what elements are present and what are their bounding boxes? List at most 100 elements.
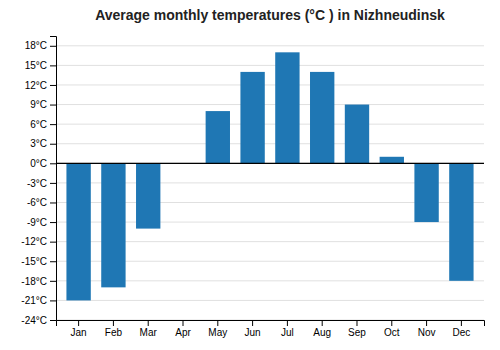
x-axis-line — [57, 321, 485, 327]
y-axis-line — [50, 37, 57, 321]
x-tick-label: Sep — [348, 327, 366, 338]
x-tick-mark — [287, 320, 288, 326]
y-tick: -18°C — [21, 276, 56, 287]
y-tick-mark — [50, 242, 56, 243]
x-tick: Jun — [245, 320, 261, 338]
x-tick-mark — [391, 320, 392, 326]
y-tick: 6°C — [30, 119, 56, 130]
y-tick-label: -6°C — [27, 197, 47, 208]
y-tick: 0°C — [30, 158, 56, 169]
x-tick: Feb — [105, 320, 123, 338]
y-tick-mark — [50, 85, 56, 86]
bar — [345, 105, 369, 164]
grid-line — [56, 104, 484, 105]
grid-line — [56, 124, 484, 125]
bar — [449, 163, 473, 281]
x-tick-mark — [78, 320, 79, 326]
x-tick-label: Oct — [384, 327, 400, 338]
y-tick: 18°C — [25, 40, 56, 51]
bar — [310, 72, 334, 163]
x-tick-mark — [356, 320, 357, 326]
x-tick: Jul — [281, 320, 294, 338]
y-tick-label: -3°C — [27, 178, 47, 189]
x-tick: Sep — [348, 320, 366, 338]
y-tick-mark — [50, 202, 56, 203]
y-tick-label: 12°C — [25, 80, 47, 91]
x-tick: May — [208, 320, 227, 338]
x-tick-label: Jun — [245, 327, 261, 338]
x-tick-label: Jan — [71, 327, 87, 338]
y-tick: 3°C — [30, 138, 56, 149]
bar — [414, 163, 438, 222]
y-tick: 9°C — [30, 99, 56, 110]
grid-line — [56, 300, 484, 301]
y-tick: -24°C — [21, 315, 56, 326]
x-tick: Aug — [313, 320, 331, 338]
x-tick-mark — [148, 320, 149, 326]
x-tick: Apr — [175, 320, 191, 338]
y-tick-mark — [50, 124, 56, 125]
x-tick: Oct — [384, 320, 400, 338]
x-tick-label: Dec — [452, 327, 470, 338]
x-axis: Jan Feb Mar Apr May Jun Jul Aug Sep Oct Nov Dec — [57, 320, 485, 338]
y-tick-label: -18°C — [21, 276, 47, 287]
y-tick-mark — [50, 183, 56, 184]
y-tick-label: 15°C — [25, 60, 47, 71]
bar — [206, 111, 230, 163]
y-tick-label: -9°C — [27, 217, 47, 228]
y-tick: 12°C — [25, 80, 56, 91]
y-tick-mark — [50, 46, 56, 47]
x-tick-mark — [113, 320, 114, 326]
x-tick-mark — [217, 320, 218, 326]
zero-line — [56, 163, 484, 164]
y-tick-label: -21°C — [21, 295, 47, 306]
bar — [275, 52, 299, 163]
y-tick: -21°C — [21, 295, 56, 306]
y-tick: -6°C — [27, 197, 56, 208]
x-tick-mark — [322, 320, 323, 326]
y-tick-mark — [50, 65, 56, 66]
x-tick: Nov — [418, 320, 436, 338]
y-tick-mark — [50, 222, 56, 223]
x-tick-mark — [252, 320, 253, 326]
y-tick-mark — [50, 105, 56, 106]
x-tick-mark — [426, 320, 427, 326]
grid-line — [56, 84, 484, 85]
y-tick-mark — [50, 281, 56, 282]
chart-container: -24°C -21°C -18°C -15°C -12°C -9°C -6°C -3°C 0°C… — [0, 0, 500, 350]
y-tick-label: 6°C — [30, 119, 47, 130]
bar — [101, 163, 125, 287]
x-tick-label: Feb — [105, 327, 123, 338]
x-tick-label: May — [208, 327, 227, 338]
bar — [240, 72, 264, 163]
x-tick-label: Mar — [140, 327, 158, 338]
y-tick-mark — [50, 300, 56, 301]
x-tick-mark — [183, 320, 184, 326]
y-tick: -15°C — [21, 256, 56, 267]
y-tick-mark — [50, 261, 56, 262]
x-tick: Mar — [140, 320, 158, 338]
grid-line — [56, 143, 484, 144]
y-tick-label: 18°C — [25, 40, 47, 51]
y-tick-label: 0°C — [30, 158, 47, 169]
y-tick-label: -24°C — [21, 315, 47, 326]
x-tick-label: Nov — [418, 327, 436, 338]
grid-line — [56, 65, 484, 66]
bar — [136, 163, 160, 228]
y-tick: -12°C — [21, 236, 56, 247]
y-tick: 15°C — [25, 60, 56, 71]
y-tick: -3°C — [27, 178, 56, 189]
title: Average monthly temperatures (°C ) in Ni… — [95, 7, 445, 23]
y-tick-label: 3°C — [30, 138, 47, 149]
bar — [66, 163, 90, 300]
y-tick-label: 9°C — [30, 99, 47, 110]
y-tick-mark — [50, 320, 56, 321]
plot-area — [56, 52, 484, 300]
x-tick: Dec — [452, 320, 470, 338]
y-tick: -9°C — [27, 217, 56, 228]
y-tick-mark — [50, 144, 56, 145]
bar — [380, 157, 404, 164]
x-tick-label: Jul — [281, 327, 294, 338]
y-axis: -24°C -21°C -18°C -15°C -12°C -9°C -6°C -3°C 0°C… — [21, 37, 56, 326]
x-tick: Jan — [71, 320, 87, 338]
